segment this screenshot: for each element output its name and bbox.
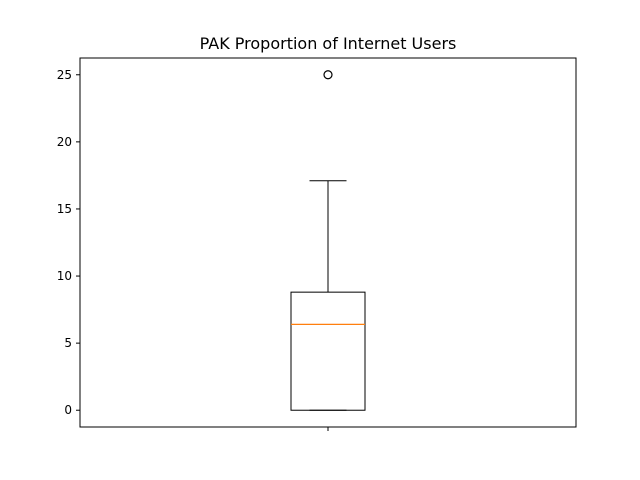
y-tick-label-20: 20 <box>57 135 72 149</box>
y-tick-label-0: 0 <box>64 403 72 417</box>
box-iqr <box>290 291 366 411</box>
chart-title: PAK Proportion of Internet Users <box>200 34 457 53</box>
plot-area <box>290 70 366 411</box>
y-tick-label-10: 10 <box>57 269 72 283</box>
outlier-point-0 <box>323 70 333 80</box>
axes-frame <box>79 57 577 428</box>
y-tick-label-5: 5 <box>64 336 72 350</box>
y-tick-label-15: 15 <box>57 202 72 216</box>
y-tick-label-25: 25 <box>57 68 72 82</box>
y-axis: 0 5 10 15 20 25 <box>57 68 329 431</box>
